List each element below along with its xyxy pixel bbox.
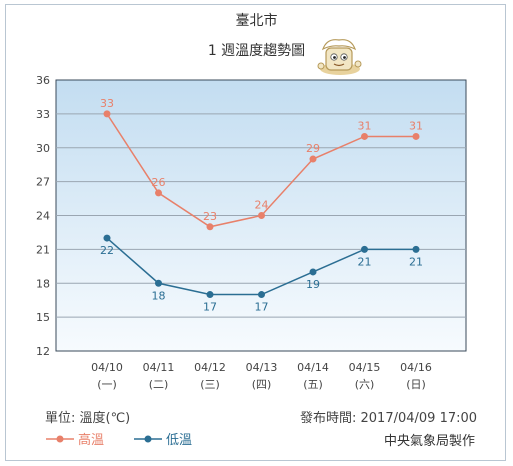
- x-tick-label: 04/16: [400, 361, 432, 374]
- data-label: 26: [152, 176, 166, 189]
- x-tick-weekday: (五): [303, 378, 323, 391]
- issued-time: 發布時間: 2017/04/09 17:00: [300, 411, 478, 426]
- legend-low-label: 低溫: [166, 433, 193, 448]
- chart-title: 臺北市: [235, 13, 278, 29]
- x-tick-label: 04/13: [246, 361, 278, 374]
- x-tick-weekday: (六): [355, 378, 375, 391]
- data-point: [206, 223, 214, 231]
- data-label: 21: [409, 255, 423, 268]
- x-tick-label: 04/10: [91, 361, 123, 374]
- legend-item-high: 高溫: [46, 429, 104, 448]
- data-label: 21: [358, 255, 372, 268]
- legend-high-marker: [46, 435, 74, 442]
- data-label: 23: [203, 210, 217, 223]
- data-label: 33: [100, 97, 114, 110]
- y-tick-label: 36: [36, 74, 50, 87]
- data-label: 31: [358, 119, 372, 132]
- data-point: [361, 245, 368, 253]
- line-chart: 12 15 18 21 24 27 30 33 36 04/10 (一) 04/11 (二) 04/12…: [36, 74, 467, 391]
- x-tick-weekday: (二): [149, 378, 169, 391]
- data-label: 18: [152, 289, 166, 302]
- data-point: [258, 212, 265, 219]
- legend-item-low: 低溫: [134, 429, 192, 448]
- data-point: [361, 132, 368, 140]
- y-tick-label: 12: [36, 345, 50, 358]
- y-tick-label: 18: [36, 277, 50, 290]
- data-point: [258, 291, 265, 299]
- x-tick-label: 04/12: [194, 361, 226, 374]
- data-point: [206, 291, 214, 299]
- data-point: [412, 245, 420, 253]
- x-tick-label: 04/11: [143, 361, 175, 374]
- data-point: [155, 189, 162, 197]
- x-tick-weekday: (四): [252, 378, 272, 391]
- data-label: 17: [203, 301, 217, 314]
- data-label: 29: [306, 142, 320, 155]
- data-label: 19: [306, 278, 320, 291]
- y-tick-label: 21: [36, 243, 50, 256]
- data-point: [412, 132, 420, 140]
- data-label: 17: [255, 301, 269, 314]
- x-tick-weekday: (一): [97, 378, 117, 391]
- data-point: [309, 268, 317, 276]
- data-point: [103, 110, 111, 118]
- weather-mascot-icon: [317, 39, 362, 75]
- x-tick-label: 04/14: [297, 361, 329, 374]
- unit-label: 單位: 溫度(℃): [45, 411, 131, 426]
- y-axis-ticks: 12 15 18 21 24 27 30 33 36: [36, 74, 50, 358]
- y-tick-label: 30: [36, 142, 50, 155]
- y-tick-label: 27: [36, 176, 50, 189]
- data-label: 31: [409, 119, 423, 132]
- series-group: 33 26 23 24 29 31 31 22 18 17 17 19 21 21: [100, 97, 423, 314]
- legend-high-label: 高溫: [78, 433, 105, 448]
- data-label: 24: [255, 199, 269, 212]
- y-tick-label: 24: [36, 210, 50, 223]
- data-point: [103, 234, 111, 242]
- x-tick-label: 04/15: [349, 361, 381, 374]
- legend-low-marker: [134, 435, 162, 442]
- x-axis-ticks: 04/10 (一) 04/11 (二) 04/12 (三) 04/13 (四) 04/14 (五)…: [91, 361, 432, 391]
- chart-subtitle: 1 週溫度趨勢圖: [207, 43, 306, 59]
- y-tick-label: 33: [36, 108, 50, 121]
- y-tick-label: 15: [36, 311, 50, 324]
- x-tick-weekday: (三): [200, 378, 220, 391]
- data-point: [309, 155, 317, 163]
- x-tick-weekday: (日): [406, 378, 426, 391]
- source-credit: 中央氣象局製作: [384, 434, 476, 449]
- data-point: [155, 279, 162, 287]
- data-label: 22: [100, 244, 114, 257]
